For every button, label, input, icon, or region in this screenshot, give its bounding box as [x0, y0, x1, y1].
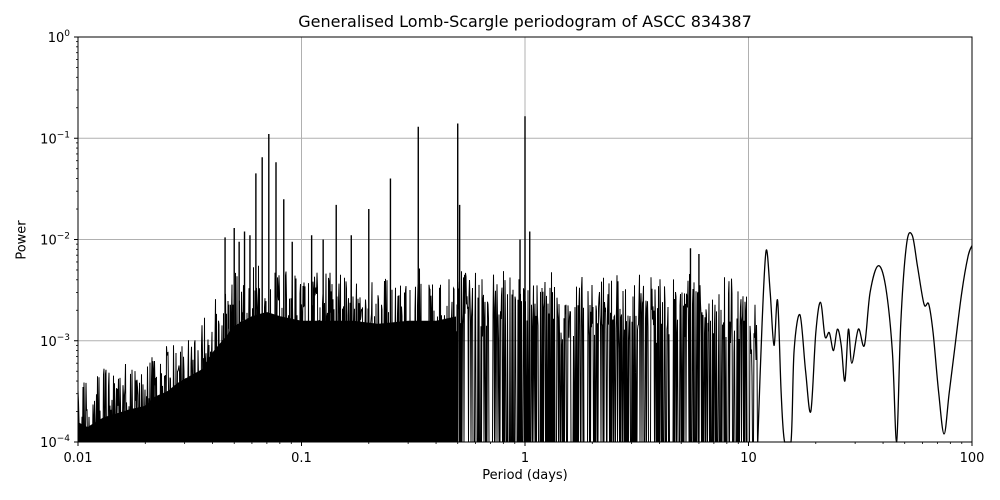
- long-period-curve: [757, 232, 973, 443]
- y-tick-label: 100: [48, 29, 71, 46]
- x-axis-ticks: 0.01 0.1 1 10 100: [64, 442, 985, 466]
- y-axis-label: Power: [14, 220, 30, 260]
- y-tick-label: 10−3: [40, 333, 70, 350]
- x-tick-label: 100: [960, 451, 985, 466]
- periodogram-line: [77, 116, 973, 443]
- x-axis-label: Period (days): [482, 468, 568, 483]
- chart-title: Generalised Lomb-Scargle periodogram of …: [298, 12, 752, 31]
- noise-floor-fill: [78, 312, 456, 442]
- x-tick-label: 0.01: [64, 451, 93, 466]
- x-tick-label: 0.1: [291, 451, 312, 466]
- plot-area: 0.01 0.1 1 10 100 100 10−1 10−2 10−3 10−4: [40, 29, 984, 466]
- x-tick-label: 10: [740, 451, 757, 466]
- y-axis-ticks: 100 10−1 10−2 10−3 10−4: [40, 29, 78, 451]
- y-tick-label: 10−2: [40, 232, 70, 249]
- y-tick-label: 10−4: [40, 434, 70, 451]
- y-tick-label: 10−1: [40, 130, 70, 147]
- x-tick-label: 1: [521, 451, 529, 466]
